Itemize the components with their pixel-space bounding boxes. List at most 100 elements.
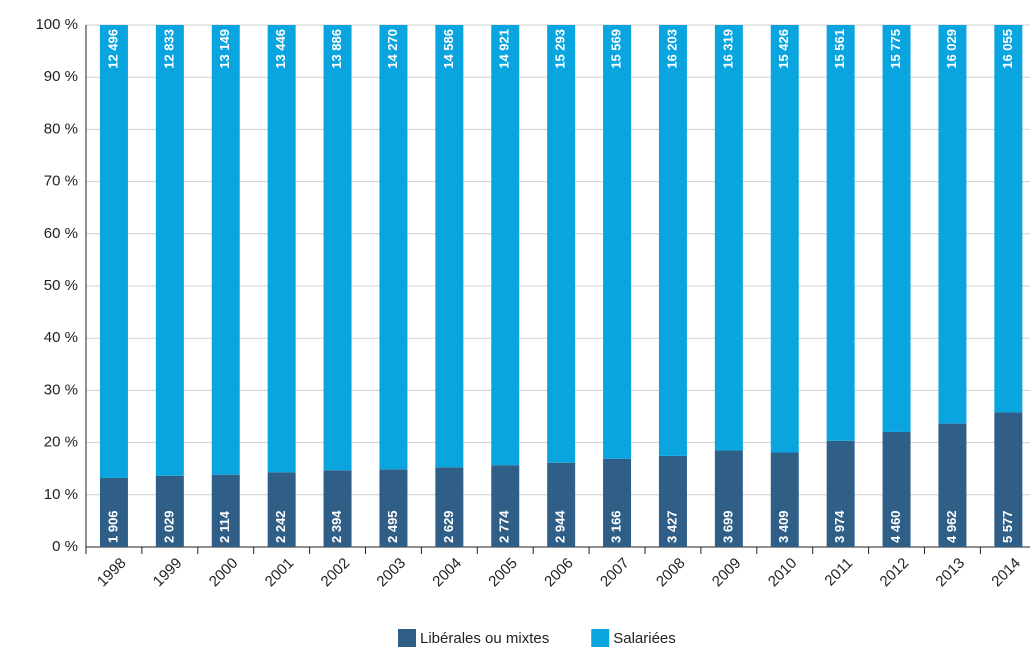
- bar-segment: [826, 25, 855, 441]
- data-label: 4 962: [944, 510, 959, 543]
- x-tick-label: 2004: [429, 555, 465, 591]
- bar-segment: [658, 455, 687, 547]
- bar-segment: [435, 25, 464, 468]
- y-tick-label: 10 %: [44, 486, 78, 503]
- bar-segment: [714, 450, 743, 547]
- y-tick-label: 90 %: [44, 68, 78, 85]
- bar-segment: [547, 462, 576, 547]
- x-tick-label: 1999: [150, 555, 186, 591]
- data-label: 15 561: [832, 29, 847, 69]
- data-label: 3 699: [720, 510, 735, 543]
- bar-segment: [770, 452, 799, 547]
- data-label: 13 886: [329, 29, 344, 69]
- data-label: 2 495: [385, 510, 400, 543]
- data-label: 13 149: [217, 29, 232, 69]
- x-tick-label: 2007: [597, 555, 633, 591]
- data-label: 2 629: [441, 510, 456, 543]
- data-label: 2 944: [553, 510, 568, 543]
- x-tick-label: 1998: [94, 555, 130, 591]
- bar-segment: [379, 25, 408, 470]
- bar-segment: [323, 25, 352, 471]
- x-tick-label: 2003: [373, 555, 409, 591]
- x-tick-label: 2002: [318, 555, 354, 591]
- data-label: 3 166: [608, 510, 623, 543]
- y-tick-label: 40 %: [44, 329, 78, 346]
- bar-segment: [603, 25, 632, 459]
- data-label: 2 242: [273, 510, 288, 543]
- data-label: 2 114: [217, 510, 232, 543]
- data-label: 2 774: [497, 510, 512, 543]
- x-tick-label: 2001: [262, 555, 298, 591]
- x-tick-label: 2014: [988, 555, 1024, 591]
- bar-segment: [379, 469, 408, 547]
- data-label: 1 906: [105, 510, 120, 543]
- bar-segment: [658, 25, 687, 456]
- data-label: 4 460: [888, 510, 903, 543]
- bar-segment: [267, 25, 296, 473]
- x-tick-label: 2011: [821, 555, 856, 590]
- data-label: 2 394: [329, 510, 344, 543]
- data-label: 16 055: [1000, 29, 1015, 69]
- y-tick-label: 100 %: [35, 16, 78, 33]
- data-label: 12 833: [161, 29, 176, 69]
- bar-segment: [155, 25, 184, 476]
- data-label: 15 775: [888, 29, 903, 69]
- data-label: 13 446: [273, 29, 288, 69]
- data-label: 15 426: [776, 29, 791, 69]
- x-tick-label: 2013: [932, 555, 968, 591]
- bar-segment: [826, 440, 855, 547]
- bar-segment: [994, 412, 1023, 547]
- y-tick-label: 0 %: [52, 538, 78, 555]
- y-tick-label: 50 %: [44, 277, 78, 294]
- bar-segment: [211, 474, 240, 547]
- bar-segment: [882, 431, 911, 547]
- data-label: 16 203: [664, 29, 679, 69]
- bar-segment: [994, 25, 1023, 413]
- bar-segment: [99, 25, 128, 478]
- data-label: 3 427: [664, 510, 679, 543]
- bar-segment: [155, 475, 184, 547]
- bar-segment: [323, 470, 352, 547]
- bar-segment: [938, 25, 967, 424]
- x-tick-label: 2005: [485, 555, 521, 591]
- bar-segment: [938, 423, 967, 547]
- data-label: 15 569: [608, 29, 623, 69]
- data-label: 16 319: [720, 29, 735, 69]
- bar-segment: [714, 25, 743, 451]
- x-tick-label: 2010: [765, 555, 801, 591]
- data-label: 14 270: [385, 29, 400, 69]
- bar-segment: [882, 25, 911, 432]
- bar-segment: [603, 458, 632, 547]
- bar-segment: [435, 467, 464, 547]
- x-tick-label: 2009: [709, 555, 745, 591]
- data-label: 16 029: [944, 29, 959, 69]
- data-label: 14 586: [441, 29, 456, 69]
- bar-segment: [547, 25, 576, 463]
- y-tick-label: 30 %: [44, 381, 78, 398]
- x-tick-label: 2008: [653, 555, 689, 591]
- legend-label: Salariées: [613, 630, 676, 647]
- data-label: 3 409: [776, 510, 791, 543]
- x-tick-label: 2000: [206, 555, 242, 591]
- bar-segment: [491, 465, 520, 547]
- y-tick-label: 80 %: [44, 120, 78, 137]
- data-label: 14 921: [497, 29, 512, 69]
- legend-label: Libérales ou mixtes: [420, 630, 549, 647]
- bar-segment: [491, 25, 520, 466]
- y-tick-label: 60 %: [44, 225, 78, 242]
- y-tick-label: 70 %: [44, 173, 78, 190]
- legend-swatch: [398, 629, 416, 647]
- x-tick-label: 2012: [877, 555, 913, 591]
- bar-segment: [267, 472, 296, 547]
- data-label: 12 496: [105, 29, 120, 69]
- data-label: 15 293: [553, 29, 568, 69]
- data-label: 3 974: [832, 510, 847, 543]
- bar-segment: [211, 25, 240, 475]
- legend-swatch: [591, 629, 610, 647]
- data-label: 5 577: [1000, 510, 1015, 543]
- y-tick-label: 20 %: [44, 434, 78, 451]
- data-label: 2 029: [161, 510, 176, 543]
- x-tick-label: 2006: [541, 555, 577, 591]
- bar-segment: [99, 477, 128, 547]
